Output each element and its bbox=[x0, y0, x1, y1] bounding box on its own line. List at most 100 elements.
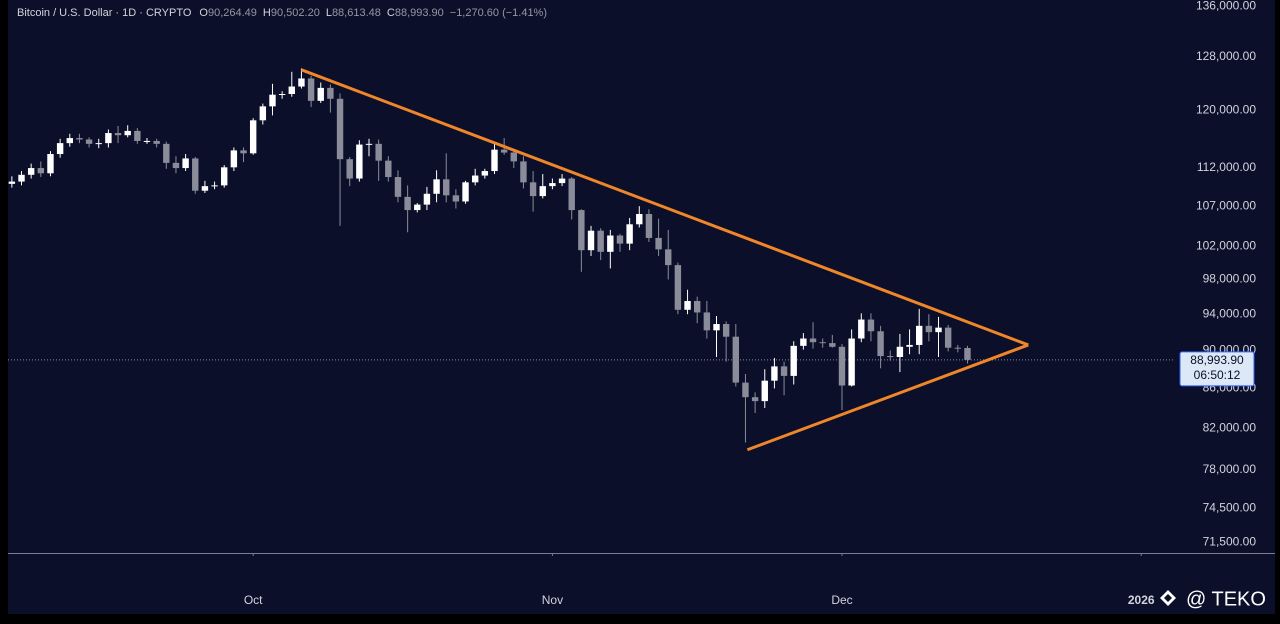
candle-body bbox=[336, 98, 344, 160]
candle-body bbox=[703, 312, 711, 331]
candle-body bbox=[443, 179, 450, 196]
candle-body bbox=[462, 182, 469, 202]
candle-body bbox=[780, 366, 788, 376]
chart-background bbox=[8, 0, 1275, 614]
candle-body bbox=[722, 324, 730, 337]
candle-body bbox=[404, 196, 411, 211]
candle-body bbox=[636, 213, 643, 225]
candle-body bbox=[18, 174, 25, 182]
candle-body bbox=[423, 193, 431, 205]
candle-body bbox=[838, 346, 846, 386]
candle-body bbox=[925, 325, 933, 333]
candle-body bbox=[771, 366, 778, 381]
candle-body bbox=[365, 143, 373, 145]
candle-body bbox=[163, 143, 170, 163]
candle-body bbox=[916, 325, 923, 345]
candle-body bbox=[944, 327, 952, 348]
legend-value: 88,993.90 bbox=[395, 7, 444, 19]
candle-body bbox=[568, 178, 575, 211]
candle-body bbox=[520, 161, 527, 183]
y-tick-label: 107,000.00 bbox=[1196, 198, 1256, 212]
candle-body bbox=[751, 397, 759, 402]
candle-body bbox=[76, 138, 83, 140]
candle-body bbox=[211, 185, 218, 187]
price-tag bbox=[1179, 351, 1255, 387]
candle-body bbox=[471, 175, 479, 183]
watermark: @ TEKO bbox=[1160, 588, 1266, 610]
legend-label: O bbox=[199, 7, 208, 19]
candle-body bbox=[105, 133, 112, 144]
candle-body bbox=[37, 168, 45, 174]
candle-body bbox=[732, 336, 740, 383]
candle-body bbox=[240, 150, 247, 154]
candle-body bbox=[481, 171, 489, 176]
candle-body bbox=[867, 319, 875, 332]
candle-body bbox=[684, 301, 691, 310]
candle-body bbox=[327, 87, 334, 99]
candle-body bbox=[288, 86, 295, 94]
candle-body bbox=[27, 168, 35, 175]
candle-body bbox=[742, 382, 749, 398]
chart-header: Bitcoin / U.S. Dollar · 1D · CRYPTO O90,2… bbox=[17, 7, 547, 19]
candle-body bbox=[954, 347, 962, 349]
candle-body bbox=[259, 106, 267, 121]
candle-body bbox=[713, 324, 720, 331]
candle-body bbox=[645, 213, 653, 238]
candle-body bbox=[964, 348, 971, 360]
candle-body bbox=[491, 149, 498, 172]
candle-body bbox=[153, 140, 160, 144]
candle-body bbox=[249, 120, 257, 154]
y-tick-label: 136,000.00 bbox=[1196, 0, 1256, 12]
candle-body bbox=[829, 343, 836, 347]
candle-body bbox=[906, 344, 913, 347]
candle-body bbox=[539, 186, 546, 197]
candle-body bbox=[558, 178, 566, 184]
candle-body bbox=[607, 235, 614, 252]
legend-value: 90,502.20 bbox=[271, 7, 320, 19]
candle-body bbox=[655, 237, 662, 250]
candle-body bbox=[665, 249, 672, 266]
y-tick-label: 112,000.00 bbox=[1197, 160, 1256, 174]
candle-body bbox=[848, 338, 855, 386]
watermark-icon bbox=[1160, 590, 1176, 606]
candle-body bbox=[143, 140, 151, 142]
candle-body bbox=[182, 158, 189, 169]
x-tick-label: Oct bbox=[244, 593, 263, 607]
y-tick-label: 71,500.00 bbox=[1203, 535, 1257, 549]
candle-body bbox=[626, 224, 633, 244]
candle-body bbox=[298, 78, 305, 87]
candle-body bbox=[221, 167, 228, 186]
candle-body bbox=[452, 195, 460, 202]
watermark-text: @ TEKO bbox=[1186, 588, 1266, 610]
x-tick-label: Nov bbox=[542, 593, 563, 607]
candle-body bbox=[172, 162, 180, 169]
candle-body bbox=[858, 319, 865, 339]
y-tick-label: 82,000.00 bbox=[1203, 420, 1257, 434]
y-tick-label: 102,000.00 bbox=[1196, 238, 1256, 252]
candle-body bbox=[85, 139, 93, 144]
candle-body bbox=[230, 150, 238, 168]
candle-body bbox=[269, 94, 276, 107]
candle-body bbox=[307, 78, 315, 101]
x-tick-label: Dec bbox=[831, 593, 852, 607]
legend-value: 88,613.48 bbox=[332, 7, 381, 19]
candle-body bbox=[47, 154, 54, 174]
candle-body bbox=[95, 143, 102, 145]
candle-body bbox=[510, 152, 517, 162]
candle-body bbox=[587, 230, 595, 251]
legend-label: C bbox=[387, 7, 395, 19]
chart-title: Bitcoin / U.S. Dollar · 1D · CRYPTO bbox=[17, 7, 192, 19]
candle-body bbox=[201, 186, 209, 191]
candle-body bbox=[616, 235, 624, 244]
candle-body bbox=[192, 158, 199, 191]
candle-body bbox=[877, 331, 884, 357]
candle-body bbox=[8, 181, 16, 184]
candle-body bbox=[809, 338, 817, 343]
candle-body bbox=[500, 149, 508, 153]
legend-value: 90,264.49 bbox=[208, 7, 257, 19]
legend-label: L bbox=[326, 7, 332, 19]
candle-body bbox=[394, 177, 402, 197]
candle-body bbox=[790, 345, 797, 376]
